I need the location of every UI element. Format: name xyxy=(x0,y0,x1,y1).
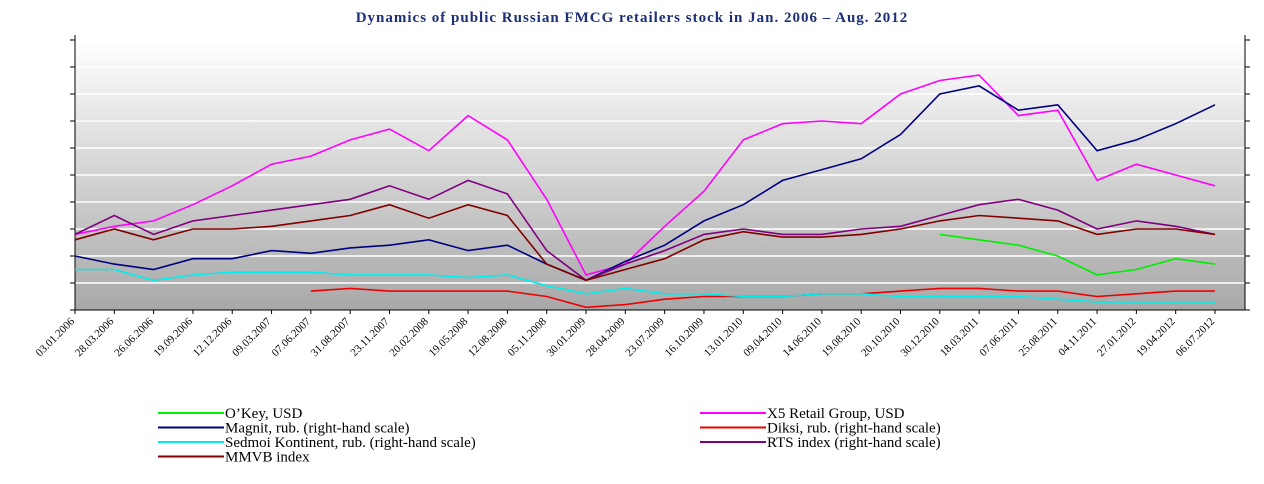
legend-label: Diksi, rub. (right-hand scale) xyxy=(767,421,941,437)
x-tick-label: 14.06.2010 xyxy=(781,315,825,359)
series-line xyxy=(75,268,1215,303)
x-tick-label: 28.03.2006 xyxy=(73,315,117,359)
chart-title: Dynamics of public Russian FMCG retailer… xyxy=(356,10,909,26)
x-tick-label: 19.09.2006 xyxy=(152,315,196,359)
x-tick-label: 12.08.2008 xyxy=(466,315,510,359)
x-tick-label: 06.07.2012 xyxy=(1174,316,1217,359)
x-tick-label: 19.05.2008 xyxy=(427,315,471,359)
x-tick-label: 07.06.2011 xyxy=(977,316,1020,359)
x-tick-label: 04.11.2011 xyxy=(1056,316,1099,359)
x-tick-label: 28.04.2009 xyxy=(584,315,628,359)
x-tick-label: 31.08.2007 xyxy=(309,315,353,359)
legend-label: Magnit, rub. (right-hand scale) xyxy=(225,421,410,437)
legend-label: MMVB index xyxy=(225,450,310,466)
series-line xyxy=(74,203,1216,282)
x-tick-label: 23.11.2007 xyxy=(348,315,392,359)
series-line xyxy=(74,74,1216,276)
x-tick-label: 09.04.2010 xyxy=(741,315,785,359)
x-tick-label: 13.01.2010 xyxy=(702,315,746,359)
legend-label: O’Key, USD xyxy=(225,406,303,422)
x-tick-label: 23.07.2009 xyxy=(623,315,667,359)
x-tick-label: 03.01.2006 xyxy=(34,315,78,359)
x-tick-label: 16.10.2009 xyxy=(663,315,707,359)
legend-label: X5 Retail Group, USD xyxy=(767,406,905,422)
series-line xyxy=(74,85,1216,282)
legend-label: Sedmoi Kontinent, rub. (right-hand scale… xyxy=(225,435,476,451)
x-tick-label: 26.06.2006 xyxy=(112,315,156,359)
x-tick-label: 19.04.2012 xyxy=(1134,316,1177,359)
x-tick-label: 19.08.2010 xyxy=(820,315,864,359)
x-tick-label: 25.08.2011 xyxy=(1017,316,1060,359)
legend-label: RTS index (right-hand scale) xyxy=(767,435,941,451)
x-tick-label: 07.06.2007 xyxy=(269,315,313,359)
x-tick-label: 20.10.2010 xyxy=(859,315,903,359)
x-tick-label: 12.12.2006 xyxy=(191,315,235,359)
series-line xyxy=(74,179,1216,282)
series-line xyxy=(939,233,1216,276)
x-tick-label: 05.11.2008 xyxy=(506,315,550,359)
x-tick-label: 27.01.2012 xyxy=(1095,316,1138,359)
x-tick-label: 20.02.2008 xyxy=(387,315,431,359)
x-tick-label: 30.01.2009 xyxy=(545,315,589,359)
x-tick-label: 09.03.2007 xyxy=(230,315,274,359)
x-tick-label: 18.03.2011 xyxy=(938,316,981,359)
x-tick-label: 30.12.2010 xyxy=(898,315,942,359)
